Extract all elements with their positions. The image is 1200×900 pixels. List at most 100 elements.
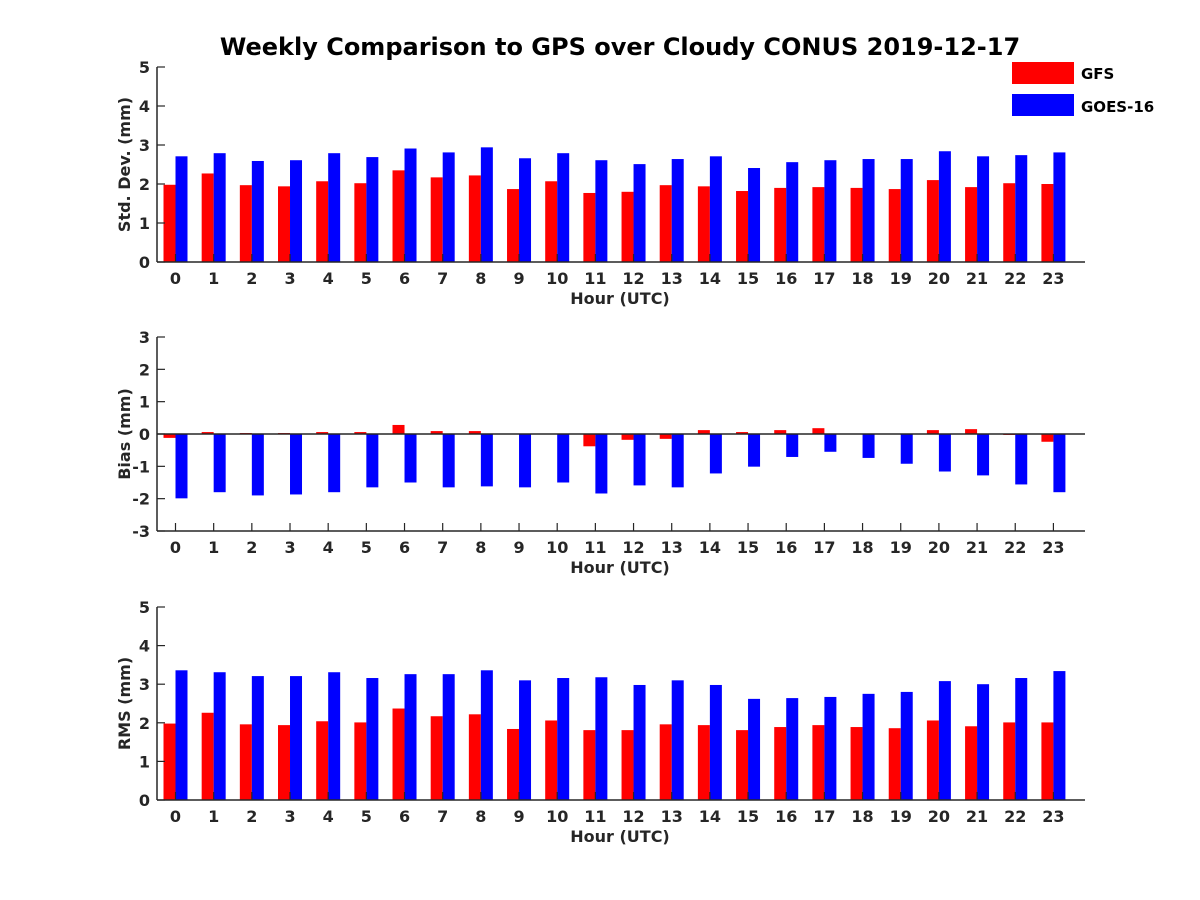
rms-bar-gfs-9 bbox=[507, 728, 520, 800]
std-dev-x-tick-label: 18 bbox=[851, 269, 873, 288]
bias-x-tick-label: 22 bbox=[1004, 538, 1026, 557]
bias-x-tick-label: 6 bbox=[399, 538, 410, 557]
rms-x-tick-label: 0 bbox=[170, 807, 181, 826]
bias-bar-goes-16-0 bbox=[175, 434, 188, 499]
std-dev-x-axis-label: Hour (UTC) bbox=[570, 289, 670, 308]
bias-bar-goes-16-17 bbox=[824, 434, 837, 452]
bias-x-tick-label: 11 bbox=[584, 538, 606, 557]
rms-bar-goes-16-23 bbox=[1053, 671, 1066, 800]
rms-bar-goes-16-18 bbox=[862, 693, 875, 800]
bias-bar-gfs-17 bbox=[812, 428, 825, 434]
rms-x-tick-label: 3 bbox=[284, 807, 295, 826]
rms-x-tick-label: 23 bbox=[1042, 807, 1064, 826]
rms-x-tick-label: 20 bbox=[928, 807, 950, 826]
std-dev-bar-gfs-11 bbox=[583, 192, 596, 262]
std-dev-bar-goes-16-11 bbox=[595, 160, 608, 262]
rms-bar-goes-16-7 bbox=[442, 674, 455, 800]
std-dev-x-tick-label: 16 bbox=[775, 269, 797, 288]
bias-bar-gfs-11 bbox=[583, 434, 596, 447]
std-dev-bar-goes-16-8 bbox=[480, 147, 493, 262]
bias-bar-goes-16-8 bbox=[480, 434, 493, 487]
rms-bar-goes-16-12 bbox=[633, 684, 646, 800]
std-dev-bar-gfs-5 bbox=[354, 183, 367, 262]
std-dev-bar-goes-16-10 bbox=[557, 153, 570, 262]
rms-bar-goes-16-6 bbox=[404, 674, 417, 800]
std-dev-bar-goes-16-0 bbox=[175, 156, 188, 262]
rms-x-tick-label: 4 bbox=[323, 807, 334, 826]
legend-swatch-goes16 bbox=[1012, 94, 1074, 116]
std-dev-bar-gfs-22 bbox=[1003, 183, 1016, 262]
std-dev-x-tick-label: 4 bbox=[323, 269, 334, 288]
rms-bar-gfs-16 bbox=[774, 727, 787, 800]
std-dev-bar-goes-16-12 bbox=[633, 164, 646, 262]
std-dev-bar-goes-16-7 bbox=[442, 152, 455, 262]
std-dev-x-tick-label: 8 bbox=[475, 269, 486, 288]
std-dev-bar-goes-16-19 bbox=[900, 159, 913, 262]
bias-x-tick-label: 19 bbox=[890, 538, 912, 557]
std-dev-bar-gfs-21 bbox=[965, 187, 978, 262]
rms-bar-gfs-19 bbox=[888, 728, 901, 800]
std-dev-bar-goes-16-5 bbox=[366, 157, 379, 262]
std-dev-bar-gfs-6 bbox=[392, 170, 405, 262]
rms-bar-gfs-10 bbox=[545, 720, 558, 800]
bias-x-tick-label: 13 bbox=[661, 538, 683, 557]
bias-y-tick-label: 1 bbox=[139, 393, 150, 412]
bias-x-tick-label: 0 bbox=[170, 538, 181, 557]
rms-bar-goes-16-15 bbox=[748, 698, 761, 800]
rms-bar-gfs-22 bbox=[1003, 722, 1016, 800]
bias-bar-goes-16-9 bbox=[519, 434, 532, 488]
rms-bar-gfs-18 bbox=[850, 727, 863, 800]
std-dev-bar-goes-16-14 bbox=[709, 156, 722, 262]
std-dev-bar-goes-16-18 bbox=[862, 159, 875, 262]
rms-y-tick-label: 2 bbox=[139, 714, 150, 733]
bias-y-tick-label: 0 bbox=[139, 425, 150, 444]
std-dev-y-tick-label: 3 bbox=[139, 136, 150, 155]
bias-bar-gfs-6 bbox=[392, 424, 405, 434]
std-dev-bar-goes-16-23 bbox=[1053, 152, 1066, 262]
std-dev-bar-goes-16-3 bbox=[290, 160, 303, 262]
rms-bar-goes-16-10 bbox=[557, 678, 570, 800]
std-dev-bar-gfs-2 bbox=[239, 185, 252, 262]
rms-x-tick-label: 8 bbox=[475, 807, 486, 826]
rms-y-tick-label: 3 bbox=[139, 675, 150, 694]
rms-bar-gfs-15 bbox=[736, 730, 749, 800]
rms-x-tick-label: 18 bbox=[851, 807, 873, 826]
std-dev-bar-goes-16-16 bbox=[786, 162, 799, 262]
std-dev-bar-gfs-18 bbox=[850, 187, 863, 262]
bias-bar-gfs-4 bbox=[316, 432, 329, 434]
std-dev-bar-goes-16-17 bbox=[824, 160, 837, 262]
rms-bar-goes-16-17 bbox=[824, 696, 837, 800]
rms-x-tick-label: 16 bbox=[775, 807, 797, 826]
rms-x-tick-label: 6 bbox=[399, 807, 410, 826]
rms-x-tick-label: 10 bbox=[546, 807, 568, 826]
bias-bar-goes-16-6 bbox=[404, 434, 417, 483]
rms-bar-gfs-1 bbox=[201, 712, 214, 800]
bias-x-tick-label: 14 bbox=[699, 538, 721, 557]
std-dev-bar-goes-16-22 bbox=[1015, 155, 1028, 262]
std-dev-bar-gfs-12 bbox=[621, 191, 634, 262]
rms-bar-goes-16-8 bbox=[480, 670, 493, 800]
std-dev-y-tick-label: 2 bbox=[139, 175, 150, 194]
rms-x-tick-label: 22 bbox=[1004, 807, 1026, 826]
std-dev-x-tick-label: 22 bbox=[1004, 269, 1026, 288]
std-dev-x-tick-label: 9 bbox=[513, 269, 524, 288]
bias-bar-goes-16-20 bbox=[938, 434, 951, 472]
legend-swatch-gfs bbox=[1012, 62, 1074, 84]
rms-bar-goes-16-5 bbox=[366, 678, 379, 800]
bias-bar-goes-16-13 bbox=[671, 434, 684, 488]
std-dev-bar-gfs-14 bbox=[697, 186, 710, 262]
bias-bar-goes-16-2 bbox=[251, 434, 264, 496]
bias-bar-gfs-5 bbox=[354, 432, 367, 434]
rms-bar-goes-16-22 bbox=[1015, 678, 1028, 800]
std-dev-bar-gfs-0 bbox=[163, 184, 176, 262]
rms-x-axis-label: Hour (UTC) bbox=[570, 827, 670, 846]
std-dev-x-tick-label: 13 bbox=[661, 269, 683, 288]
rms-bar-gfs-21 bbox=[965, 726, 978, 800]
std-dev-bar-gfs-9 bbox=[507, 189, 520, 262]
std-dev-bar-gfs-10 bbox=[545, 181, 558, 262]
rms-bar-goes-16-13 bbox=[671, 680, 684, 800]
rms-x-tick-label: 14 bbox=[699, 807, 721, 826]
bias-bar-gfs-1 bbox=[201, 432, 214, 434]
std-dev-x-tick-label: 17 bbox=[813, 269, 835, 288]
